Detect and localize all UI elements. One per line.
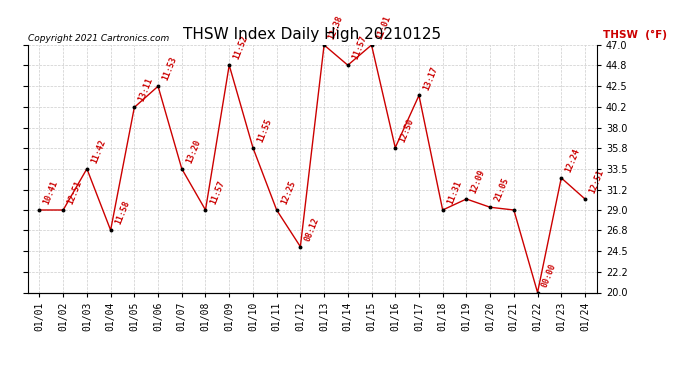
Point <box>366 42 377 48</box>
Point <box>437 207 448 213</box>
Point <box>580 196 591 202</box>
Text: 11:57: 11:57 <box>351 34 368 61</box>
Text: 12:25: 12:25 <box>279 179 297 206</box>
Point <box>461 196 472 202</box>
Point <box>248 145 259 151</box>
Point <box>342 62 353 68</box>
Point <box>200 207 211 213</box>
Point <box>484 204 495 210</box>
Text: 12:09: 12:09 <box>469 168 487 195</box>
Text: Copyright 2021 Cartronics.com: Copyright 2021 Cartronics.com <box>28 33 169 42</box>
Point <box>129 104 140 110</box>
Text: 11:55: 11:55 <box>256 117 273 144</box>
Point <box>81 166 92 172</box>
Text: 00:00: 00:00 <box>540 262 558 288</box>
Text: 21:05: 21:05 <box>493 177 511 203</box>
Text: 13:11: 13:11 <box>137 76 155 103</box>
Text: 11:31: 11:31 <box>446 179 463 206</box>
Text: 12:50: 12:50 <box>398 117 416 144</box>
Text: 11:42: 11:42 <box>90 138 108 165</box>
Point <box>319 42 330 48</box>
Text: 13:17: 13:17 <box>422 65 440 91</box>
Text: 12:51: 12:51 <box>66 179 83 206</box>
Text: 08:12: 08:12 <box>303 216 321 243</box>
Text: 11:57: 11:57 <box>208 179 226 206</box>
Point <box>58 207 69 213</box>
Point <box>555 175 566 181</box>
Text: 11:53: 11:53 <box>161 56 179 82</box>
Text: 12:38: 12:38 <box>327 14 344 41</box>
Point <box>105 227 116 233</box>
Point <box>509 207 520 213</box>
Text: 12:51: 12:51 <box>588 168 606 195</box>
Point <box>152 83 164 89</box>
Text: 11:01: 11:01 <box>374 14 392 41</box>
Point <box>224 62 235 68</box>
Text: THSW  (°F): THSW (°F) <box>602 30 667 40</box>
Text: 10:41: 10:41 <box>42 179 60 206</box>
Point <box>390 145 401 151</box>
Point <box>271 207 282 213</box>
Text: 11:58: 11:58 <box>113 200 131 226</box>
Title: THSW Index Daily High 20210125: THSW Index Daily High 20210125 <box>183 27 442 42</box>
Text: 13:20: 13:20 <box>184 138 202 165</box>
Point <box>295 244 306 250</box>
Point <box>413 92 424 98</box>
Text: 12:24: 12:24 <box>564 147 582 174</box>
Point <box>532 290 543 296</box>
Point <box>176 166 187 172</box>
Point <box>34 207 45 213</box>
Text: 11:52: 11:52 <box>232 34 250 61</box>
